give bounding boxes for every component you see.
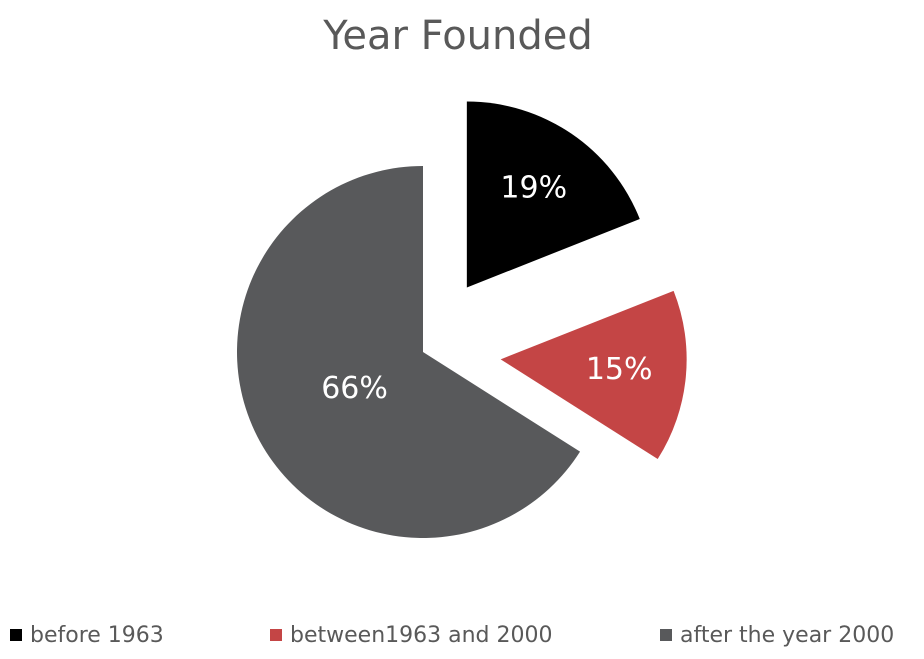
- chart-title: Year Founded: [322, 13, 593, 59]
- data-label: 19%: [500, 171, 567, 206]
- legend-swatch: [10, 629, 22, 641]
- pie-slice: [500, 290, 687, 460]
- data-label: 66%: [321, 371, 388, 406]
- pie-slice: [236, 166, 581, 538]
- legend-swatch: [270, 629, 282, 641]
- pie-slice: [466, 101, 640, 288]
- legend-label: after the year 2000: [680, 623, 894, 648]
- legend-label: before 1963: [30, 623, 164, 648]
- legend-swatch: [660, 629, 672, 641]
- legend-label: between1963 and 2000: [290, 623, 553, 648]
- data-label: 15%: [586, 352, 653, 387]
